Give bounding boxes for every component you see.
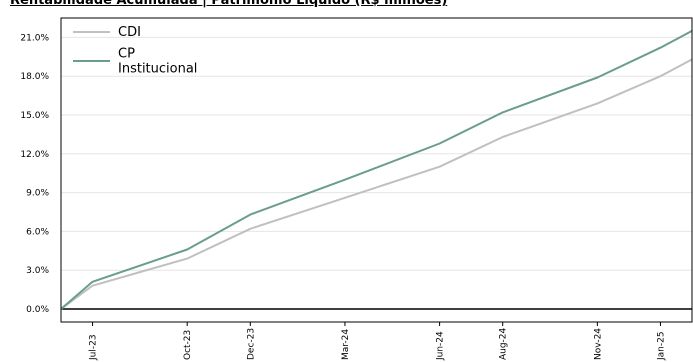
x-tick-label: Nov-24 [593,328,603,360]
data-point [439,142,441,145]
data-point [596,102,598,104]
series-line-cp-institucional [60,30,693,310]
data-point [186,248,188,251]
legend-label: Institucional [118,62,197,77]
legend-label: CP [118,47,135,62]
chart-title: Rentabilidade Acumulada | Patrimônio Líq… [10,0,448,8]
y-tick-label: 3.0% [26,266,49,276]
plot-frame [60,17,693,323]
x-tick-label: Aug-24 [499,327,509,360]
x-tick-label: Mar-24 [341,329,351,360]
data-point [186,257,188,260]
data-point [596,76,598,79]
data-point [439,166,441,168]
x-axis: Jul-23 Oct-23 Dec-23 Mar-24 Jun-24 Aug-24 Nov-… [89,322,666,361]
x-tick-label: Oct-23 [183,330,193,360]
y-tick-label: 6.0% [26,227,49,237]
data-point [659,47,662,49]
data-point [91,285,94,287]
series-line-cdi [60,58,693,310]
data-point [502,111,504,114]
y-tick-label: 18.0% [20,72,49,82]
y-tick-label: 0.0% [26,305,49,315]
data-point [249,228,251,230]
x-tick-label: Jun-24 [436,331,446,361]
y-tick-label: 12.0% [20,150,49,160]
y-tick-label: 9.0% [26,189,49,199]
legend-label: CDI [118,25,141,40]
data-point [659,75,662,77]
data-point [344,179,346,181]
x-tick-label: Jan-25 [656,331,666,361]
y-axis: 0.0% 3.0% 6.0% 9.0% 12.0% 15.0% 18.0% 21.0% [20,33,692,315]
y-tick-label: 21.0% [20,33,49,43]
data-point [344,197,346,199]
x-tick-label: Jul-23 [89,334,99,361]
x-tick-label: Dec-23 [246,328,256,360]
y-tick-label: 15.0% [20,111,49,121]
data-point [91,281,94,283]
data-point [502,136,504,138]
data-point [249,213,251,216]
